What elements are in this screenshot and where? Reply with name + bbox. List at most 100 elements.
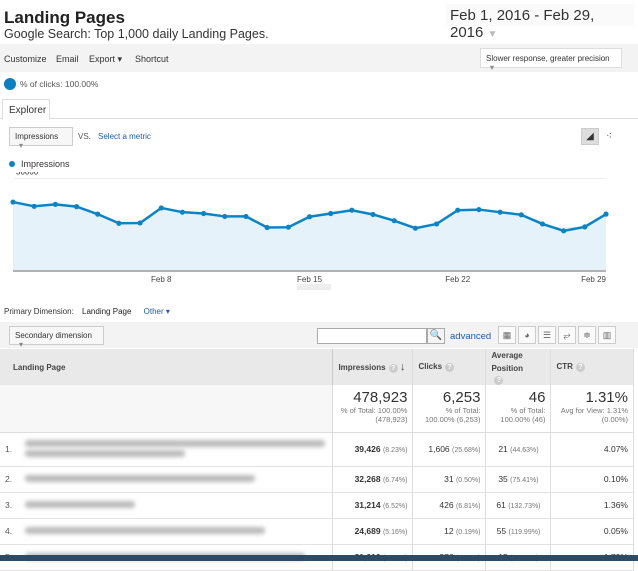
legend-dot: [9, 161, 15, 167]
data-point: [433, 221, 440, 227]
row-impressions-pct: (8.23%): [382, 447, 408, 454]
primary-dimension-label: Primary Dimension:: [4, 307, 74, 316]
row-impressions-pct: (6.74%): [382, 477, 408, 484]
chevron-down-icon: ▾: [19, 141, 24, 150]
advanced-filter-link[interactable]: advanced: [450, 331, 492, 342]
sort-desc-icon: ↓: [399, 361, 406, 373]
select-metric-link[interactable]: Select a metric: [98, 132, 151, 141]
motion-chart-icon[interactable]: ⁖: [600, 128, 618, 145]
header-ctr[interactable]: CTR?: [550, 349, 634, 385]
help-icon: ?: [494, 376, 504, 385]
data-point: [201, 210, 207, 217]
row-clicks: 1,606: [428, 444, 450, 454]
data-point: [328, 210, 334, 217]
line-chart-icon[interactable]: ◢: [581, 128, 599, 145]
x-tick-label: Feb 15: [297, 275, 322, 284]
y-tick-label: 30000: [16, 172, 39, 177]
row-ctr: 1.36%: [550, 492, 634, 519]
date-range-picker[interactable]: Feb 1, 2016 - Feb 29, 2016 ▼: [446, 4, 634, 41]
tab-explorer[interactable]: Explorer: [2, 99, 50, 120]
data-point: [370, 211, 376, 218]
row-clicks-pct: (0.50%): [455, 477, 481, 484]
row-ctr: 4.07%: [550, 432, 634, 467]
row-ctr: 0.05%: [550, 518, 634, 545]
performance-view-icon[interactable]: ☰: [538, 326, 556, 344]
comparison-view-icon[interactable]: ⥂: [558, 326, 576, 344]
row-avg-position: 21: [498, 444, 508, 454]
data-point: [52, 201, 58, 207]
data-point: [391, 218, 397, 224]
pivot-view-icon[interactable]: ▥: [598, 326, 616, 344]
row-index: 2.: [0, 466, 20, 493]
landing-page-link[interactable]: [20, 518, 334, 545]
page-subtitle: Google Search: Top 1,000 daily Landing P…: [4, 27, 269, 41]
x-tick-label: Feb 22: [445, 275, 470, 284]
search-icon[interactable]: 🔍: [427, 328, 445, 344]
total-ctr-sub: Avg for View: 1.31% (0.00%): [560, 406, 628, 424]
table-row[interactable]: 2. 32,268 (6.74%) 31 (0.50%) 35 (75.41%)…: [0, 466, 634, 493]
data-point: [158, 205, 164, 211]
landing-page-link[interactable]: [20, 466, 334, 493]
row-index: 1.: [0, 432, 20, 467]
data-point: [179, 209, 186, 215]
vs-label: VS.: [78, 132, 91, 141]
total-avg-position-sub: % of Total: 100.00% (46): [500, 406, 546, 424]
row-impressions: 24,689: [354, 526, 381, 536]
landing-page-link[interactable]: [20, 492, 334, 519]
primary-dimension-row: Primary Dimension: Landing Page Other ▾: [4, 307, 170, 316]
sampling-indicator: % of clicks: 100.00%: [4, 78, 98, 90]
row-avg-position-pct: (132.73%): [508, 503, 541, 510]
other-dimension-link[interactable]: Other ▾: [143, 307, 170, 316]
row-avg-position: 55: [496, 526, 507, 536]
header-avg-position[interactable]: Average Position?: [485, 349, 552, 385]
totals-row: 478,923% of Total: 100.00% (478,923) 6,2…: [0, 385, 634, 433]
table-search-input[interactable]: [317, 328, 427, 344]
export-button[interactable]: Export ▾: [89, 54, 123, 64]
precision-value: Slower response, greater precision: [486, 54, 610, 63]
data-point: [264, 224, 270, 231]
secondary-dimension-label: Secondary dimension: [15, 331, 92, 340]
landing-page-link[interactable]: [20, 432, 334, 467]
row-clicks: 31: [444, 474, 454, 484]
chevron-down-icon: ▾: [490, 63, 495, 72]
page-title: Landing Pages: [4, 8, 125, 27]
email-button[interactable]: Email: [56, 54, 79, 64]
secondary-dimension-select[interactable]: Secondary dimension ▾: [9, 326, 104, 349]
x-tick-label: Feb 8: [151, 275, 172, 284]
header-clicks[interactable]: Clicks?: [412, 349, 487, 385]
row-impressions: 31,214: [354, 500, 381, 510]
term-cloud-view-icon[interactable]: ≑: [578, 326, 596, 344]
pie-view-icon[interactable]: ◕: [518, 326, 536, 344]
table-row[interactable]: 3. 31,214 (6.52%) 426 (6.81%) 61 (132.73…: [0, 492, 634, 519]
row-clicks-pct: (25.68%): [452, 447, 481, 454]
table-row[interactable]: 1. 39,426 (8.23%) 1,606 (25.68%) 21 (44.…: [0, 432, 634, 467]
primary-dimension-value[interactable]: Landing Page: [82, 307, 132, 316]
data-point: [476, 206, 482, 213]
data-point: [349, 207, 355, 213]
precision-select[interactable]: Slower response, greater precision ▾: [480, 48, 622, 72]
row-avg-position: 61: [496, 500, 506, 510]
data-point: [518, 212, 524, 218]
data-point: [412, 225, 418, 231]
data-point: [455, 207, 461, 213]
header-landing-page[interactable]: Landing Page: [0, 349, 334, 385]
row-clicks: 12: [444, 526, 454, 536]
row-impressions-pct: (6.52%): [382, 503, 408, 510]
row-avg-position-pct: (119.99%): [508, 529, 541, 536]
data-point: [561, 228, 567, 234]
data-point: [243, 213, 249, 220]
table-view-icon[interactable]: ▦: [498, 326, 516, 344]
metric-select[interactable]: Impressions ▾: [9, 127, 73, 150]
row-clicks: 426: [439, 500, 454, 510]
header-impressions[interactable]: Impressions? ↓: [332, 349, 414, 385]
desktop-background: [0, 555, 638, 561]
help-icon: ?: [388, 364, 398, 373]
customize-button[interactable]: Customize: [4, 54, 47, 64]
table-row[interactable]: 4. 24,689 (5.16%) 12 (0.19%) 55 (119.99%…: [0, 518, 634, 545]
shortcut-button[interactable]: Shortcut: [135, 54, 169, 64]
data-point: [222, 213, 228, 220]
chart-legend: Impressions: [9, 159, 70, 169]
data-point: [31, 203, 37, 209]
total-impressions-sub: % of Total: 100.00% (478,923): [340, 406, 408, 424]
